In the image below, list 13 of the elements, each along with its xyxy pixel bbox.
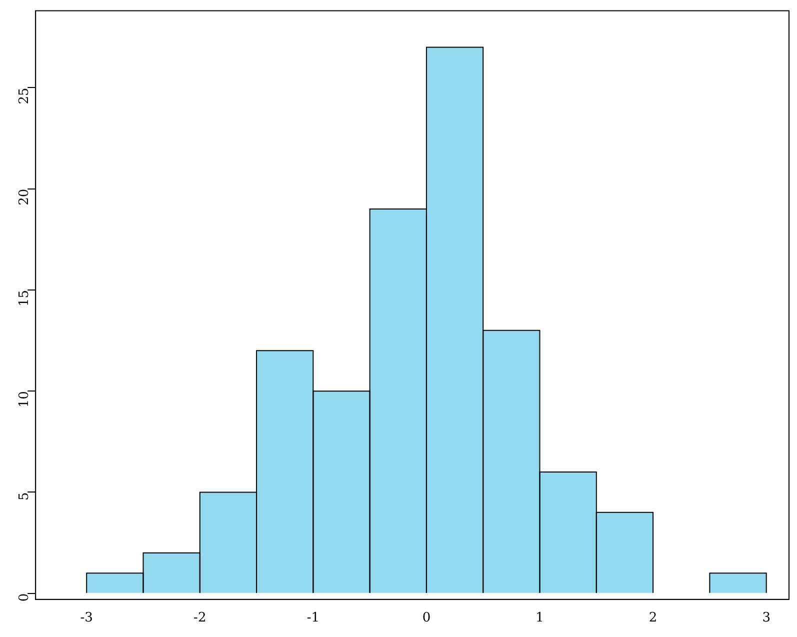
y-tick-label: 25 [16, 88, 32, 104]
x-tick-label: 0 [422, 610, 431, 626]
y-tick-label: 0 [16, 593, 32, 602]
x-tick-label: 3 [762, 610, 770, 626]
x-tick-label: 1 [536, 610, 544, 626]
x-tick-label: -3 [80, 610, 93, 626]
x-tick-label: 2 [648, 610, 658, 626]
x-tick-label: -1 [306, 610, 320, 626]
y-tick-label: 20 [16, 188, 32, 206]
x-tick-label: -2 [194, 610, 206, 626]
y-tick-label: 10 [16, 391, 32, 408]
y-tick-label: 15 [16, 290, 32, 306]
y-tick-label: 5 [16, 492, 32, 500]
